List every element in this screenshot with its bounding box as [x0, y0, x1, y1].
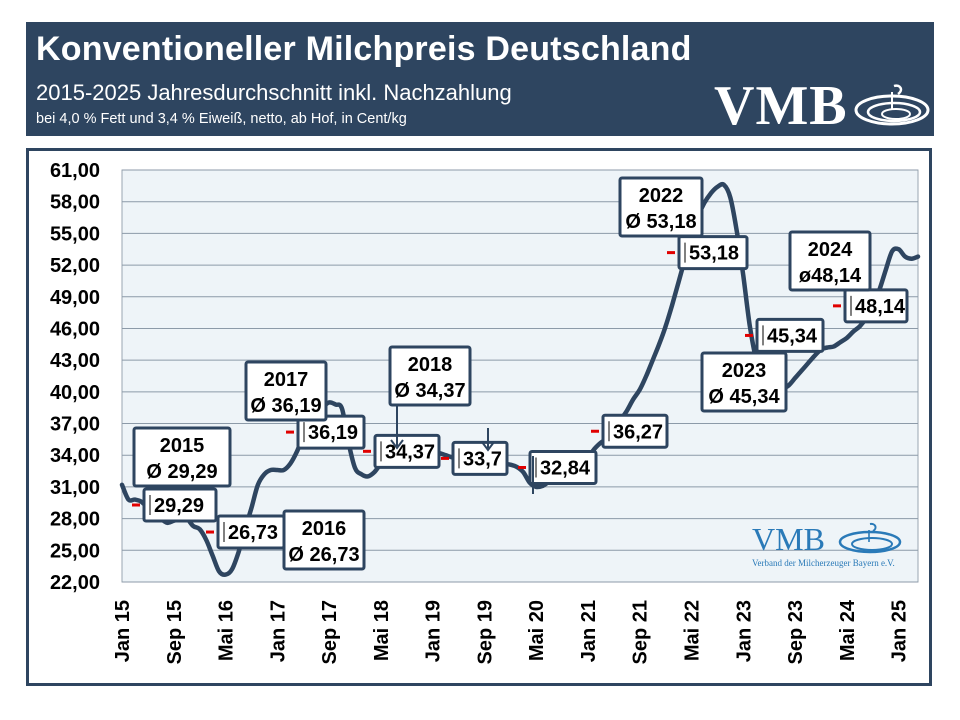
annual-average-box [282, 509, 366, 571]
annual-average-box [700, 351, 788, 413]
value-label: 48,14 [855, 296, 906, 318]
value-label: 36,19 [308, 422, 358, 444]
x-tick-label: Jan 23 [733, 600, 755, 662]
annual-average-value: Ø 29,29 [146, 461, 217, 483]
value-label: 32,84 [540, 457, 591, 479]
x-tick-label: Jan 19 [423, 600, 445, 662]
value-label: 36,27 [613, 421, 663, 443]
value-label-box [528, 449, 598, 485]
vmb-logo-bottom-subtext: Verband der Milcherzeuger Bayern e.V. [752, 558, 895, 568]
value-label: 34,37 [385, 441, 435, 463]
y-tick-label: 49,00 [50, 287, 100, 309]
annual-average-value: ø48,14 [799, 265, 862, 287]
vmb-swoosh-icon [854, 84, 930, 126]
x-tick-label: Sep 15 [164, 600, 186, 664]
x-tick-label: Sep 17 [319, 600, 341, 664]
x-tick-label: Mai 24 [837, 599, 859, 661]
value-label: 26,73 [228, 522, 278, 544]
x-tick-label: Mai 22 [681, 600, 703, 661]
annual-average-value: Ø 34,37 [394, 380, 465, 402]
value-label-box [843, 288, 909, 324]
y-tick-label: 25,00 [50, 540, 100, 562]
value-label: 45,34 [767, 325, 818, 347]
vmb-logo-text: VMB [714, 75, 848, 137]
y-tick-label: 31,00 [50, 477, 100, 499]
vmb-logo-bottom-text: VMB [752, 521, 825, 557]
value-label-box [755, 317, 825, 353]
x-tick-label: Mai 18 [371, 600, 393, 661]
annual-average-box [618, 176, 704, 238]
chart-note: bei 4,0 % Fett und 3,4 % Eiweiß, netto, … [36, 111, 407, 127]
value-label-box [296, 414, 366, 450]
annual-average-year: 2017 [264, 369, 309, 391]
y-tick-label: 43,00 [50, 350, 100, 372]
vmb-logo: VMB [714, 75, 930, 137]
annual-average-year: 2023 [722, 360, 767, 382]
annual-average-box [788, 230, 872, 292]
y-tick-label: 22,00 [50, 572, 100, 594]
y-tick-label: 55,00 [50, 223, 100, 245]
vmb-swoosh-small-icon [838, 522, 902, 554]
annual-average-value: Ø 36,19 [250, 395, 321, 417]
y-tick-label: 34,00 [50, 445, 100, 467]
annual-average-year: 2015 [160, 435, 205, 457]
x-tick-label: Mai 20 [526, 600, 548, 661]
x-tick-label: Sep 19 [474, 600, 496, 664]
value-label: 53,18 [689, 243, 739, 265]
annual-average-value: Ø 45,34 [708, 386, 780, 408]
annual-average-box [388, 345, 472, 407]
value-label-box [451, 440, 509, 476]
x-tick-label: Sep 23 [785, 600, 807, 664]
header-banner: Konventioneller Milchpreis Deutschland 2… [26, 22, 934, 136]
value-label-box [601, 413, 669, 449]
x-tick-label: Jan 15 [112, 600, 134, 662]
value-label-box [373, 433, 441, 469]
value-label-box [677, 235, 749, 271]
annual-average-value: Ø 26,73 [288, 544, 359, 566]
chart-title: Konventioneller Milchpreis Deutschland [36, 30, 692, 68]
arrow-2019-head-icon [481, 441, 495, 452]
x-tick-label: Sep 21 [630, 600, 652, 664]
y-tick-label: 46,00 [50, 318, 100, 340]
value-label: 33,7 [463, 448, 502, 470]
annual-average-box [244, 360, 328, 422]
annual-average-year: 2024 [808, 239, 853, 261]
y-tick-label: 58,00 [50, 192, 100, 214]
annual-average-box [132, 426, 232, 488]
y-tick-label: 28,00 [50, 509, 100, 531]
x-tick-label: Jan 21 [578, 600, 600, 662]
vmb-logo-bottom: VMB Verband der Milcherzeuger Bayern e.V… [752, 522, 912, 572]
y-tick-label: 52,00 [50, 255, 100, 277]
x-tick-label: Mai 16 [216, 600, 238, 661]
x-tick-label: Jan 25 [889, 600, 911, 662]
annual-average-year: 2018 [408, 354, 453, 376]
x-tick-label: Jan 17 [267, 600, 289, 662]
y-tick-label: 61,00 [50, 160, 100, 182]
y-tick-label: 37,00 [50, 414, 100, 436]
chart-subtitle: 2015-2025 Jahresdurchschnitt inkl. Nachz… [36, 80, 512, 105]
value-label: 29,29 [154, 495, 204, 517]
arrow-2018-head-icon [390, 439, 404, 450]
annual-average-value: Ø 53,18 [625, 211, 696, 233]
annual-average-year: 2022 [639, 185, 684, 207]
annual-average-year: 2016 [302, 518, 347, 540]
value-label-box [142, 487, 218, 523]
y-tick-label: 40,00 [50, 382, 100, 404]
